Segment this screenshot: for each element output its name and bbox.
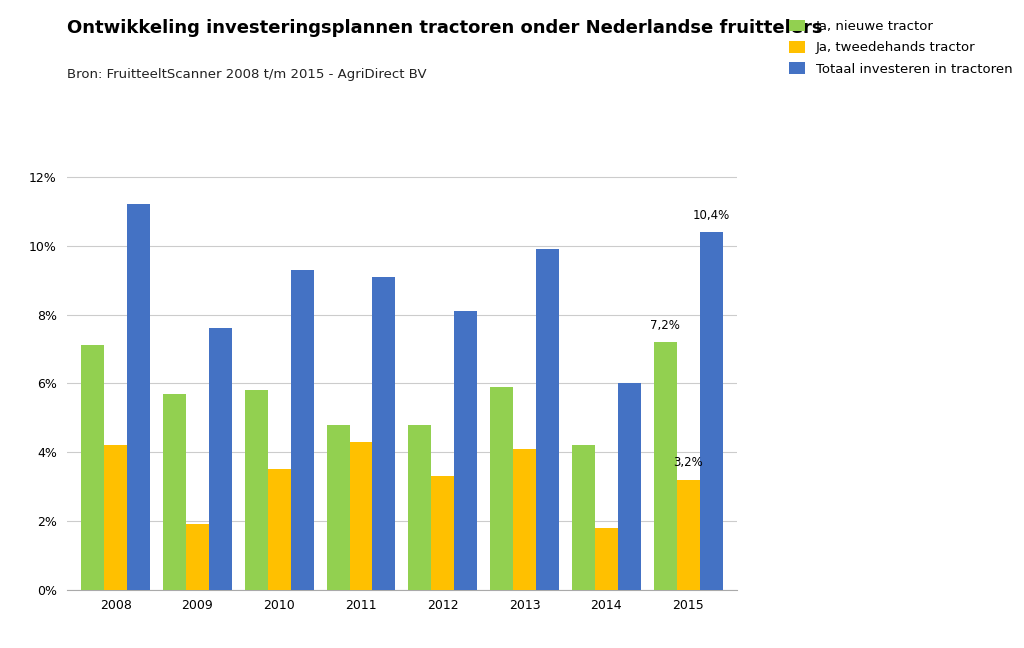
Bar bbox=[537, 249, 559, 590]
Bar bbox=[268, 469, 291, 590]
Bar bbox=[431, 476, 455, 590]
Bar bbox=[163, 393, 186, 590]
Bar bbox=[490, 387, 513, 590]
Text: Ontwikkeling investeringsplannen tractoren onder Nederlandse fruittelers: Ontwikkeling investeringsplannen tractor… bbox=[67, 19, 822, 38]
Bar bbox=[455, 311, 477, 590]
Text: 3,2%: 3,2% bbox=[674, 456, 703, 469]
Bar bbox=[595, 527, 617, 590]
Bar bbox=[291, 270, 313, 590]
Bar bbox=[349, 442, 373, 590]
Bar bbox=[677, 480, 699, 590]
Legend: Ja, nieuwe tractor, Ja, tweedehands tractor, Totaal investeren in tractoren: Ja, nieuwe tractor, Ja, tweedehands trac… bbox=[790, 19, 1013, 76]
Bar bbox=[699, 232, 723, 590]
Bar bbox=[654, 342, 677, 590]
Text: 7,2%: 7,2% bbox=[650, 319, 680, 332]
Bar bbox=[127, 205, 150, 590]
Bar bbox=[617, 384, 641, 590]
Bar bbox=[409, 424, 431, 590]
Bar bbox=[209, 329, 231, 590]
Text: Bron: FruitteeltScanner 2008 t/m 2015 - AgriDirect BV: Bron: FruitteeltScanner 2008 t/m 2015 - … bbox=[67, 68, 426, 81]
Text: 10,4%: 10,4% bbox=[692, 209, 730, 222]
Bar bbox=[104, 445, 127, 590]
Bar bbox=[327, 424, 349, 590]
Bar bbox=[572, 445, 595, 590]
Bar bbox=[245, 390, 268, 590]
Bar bbox=[81, 345, 104, 590]
Bar bbox=[513, 448, 537, 590]
Bar bbox=[186, 524, 209, 590]
Bar bbox=[373, 277, 395, 590]
